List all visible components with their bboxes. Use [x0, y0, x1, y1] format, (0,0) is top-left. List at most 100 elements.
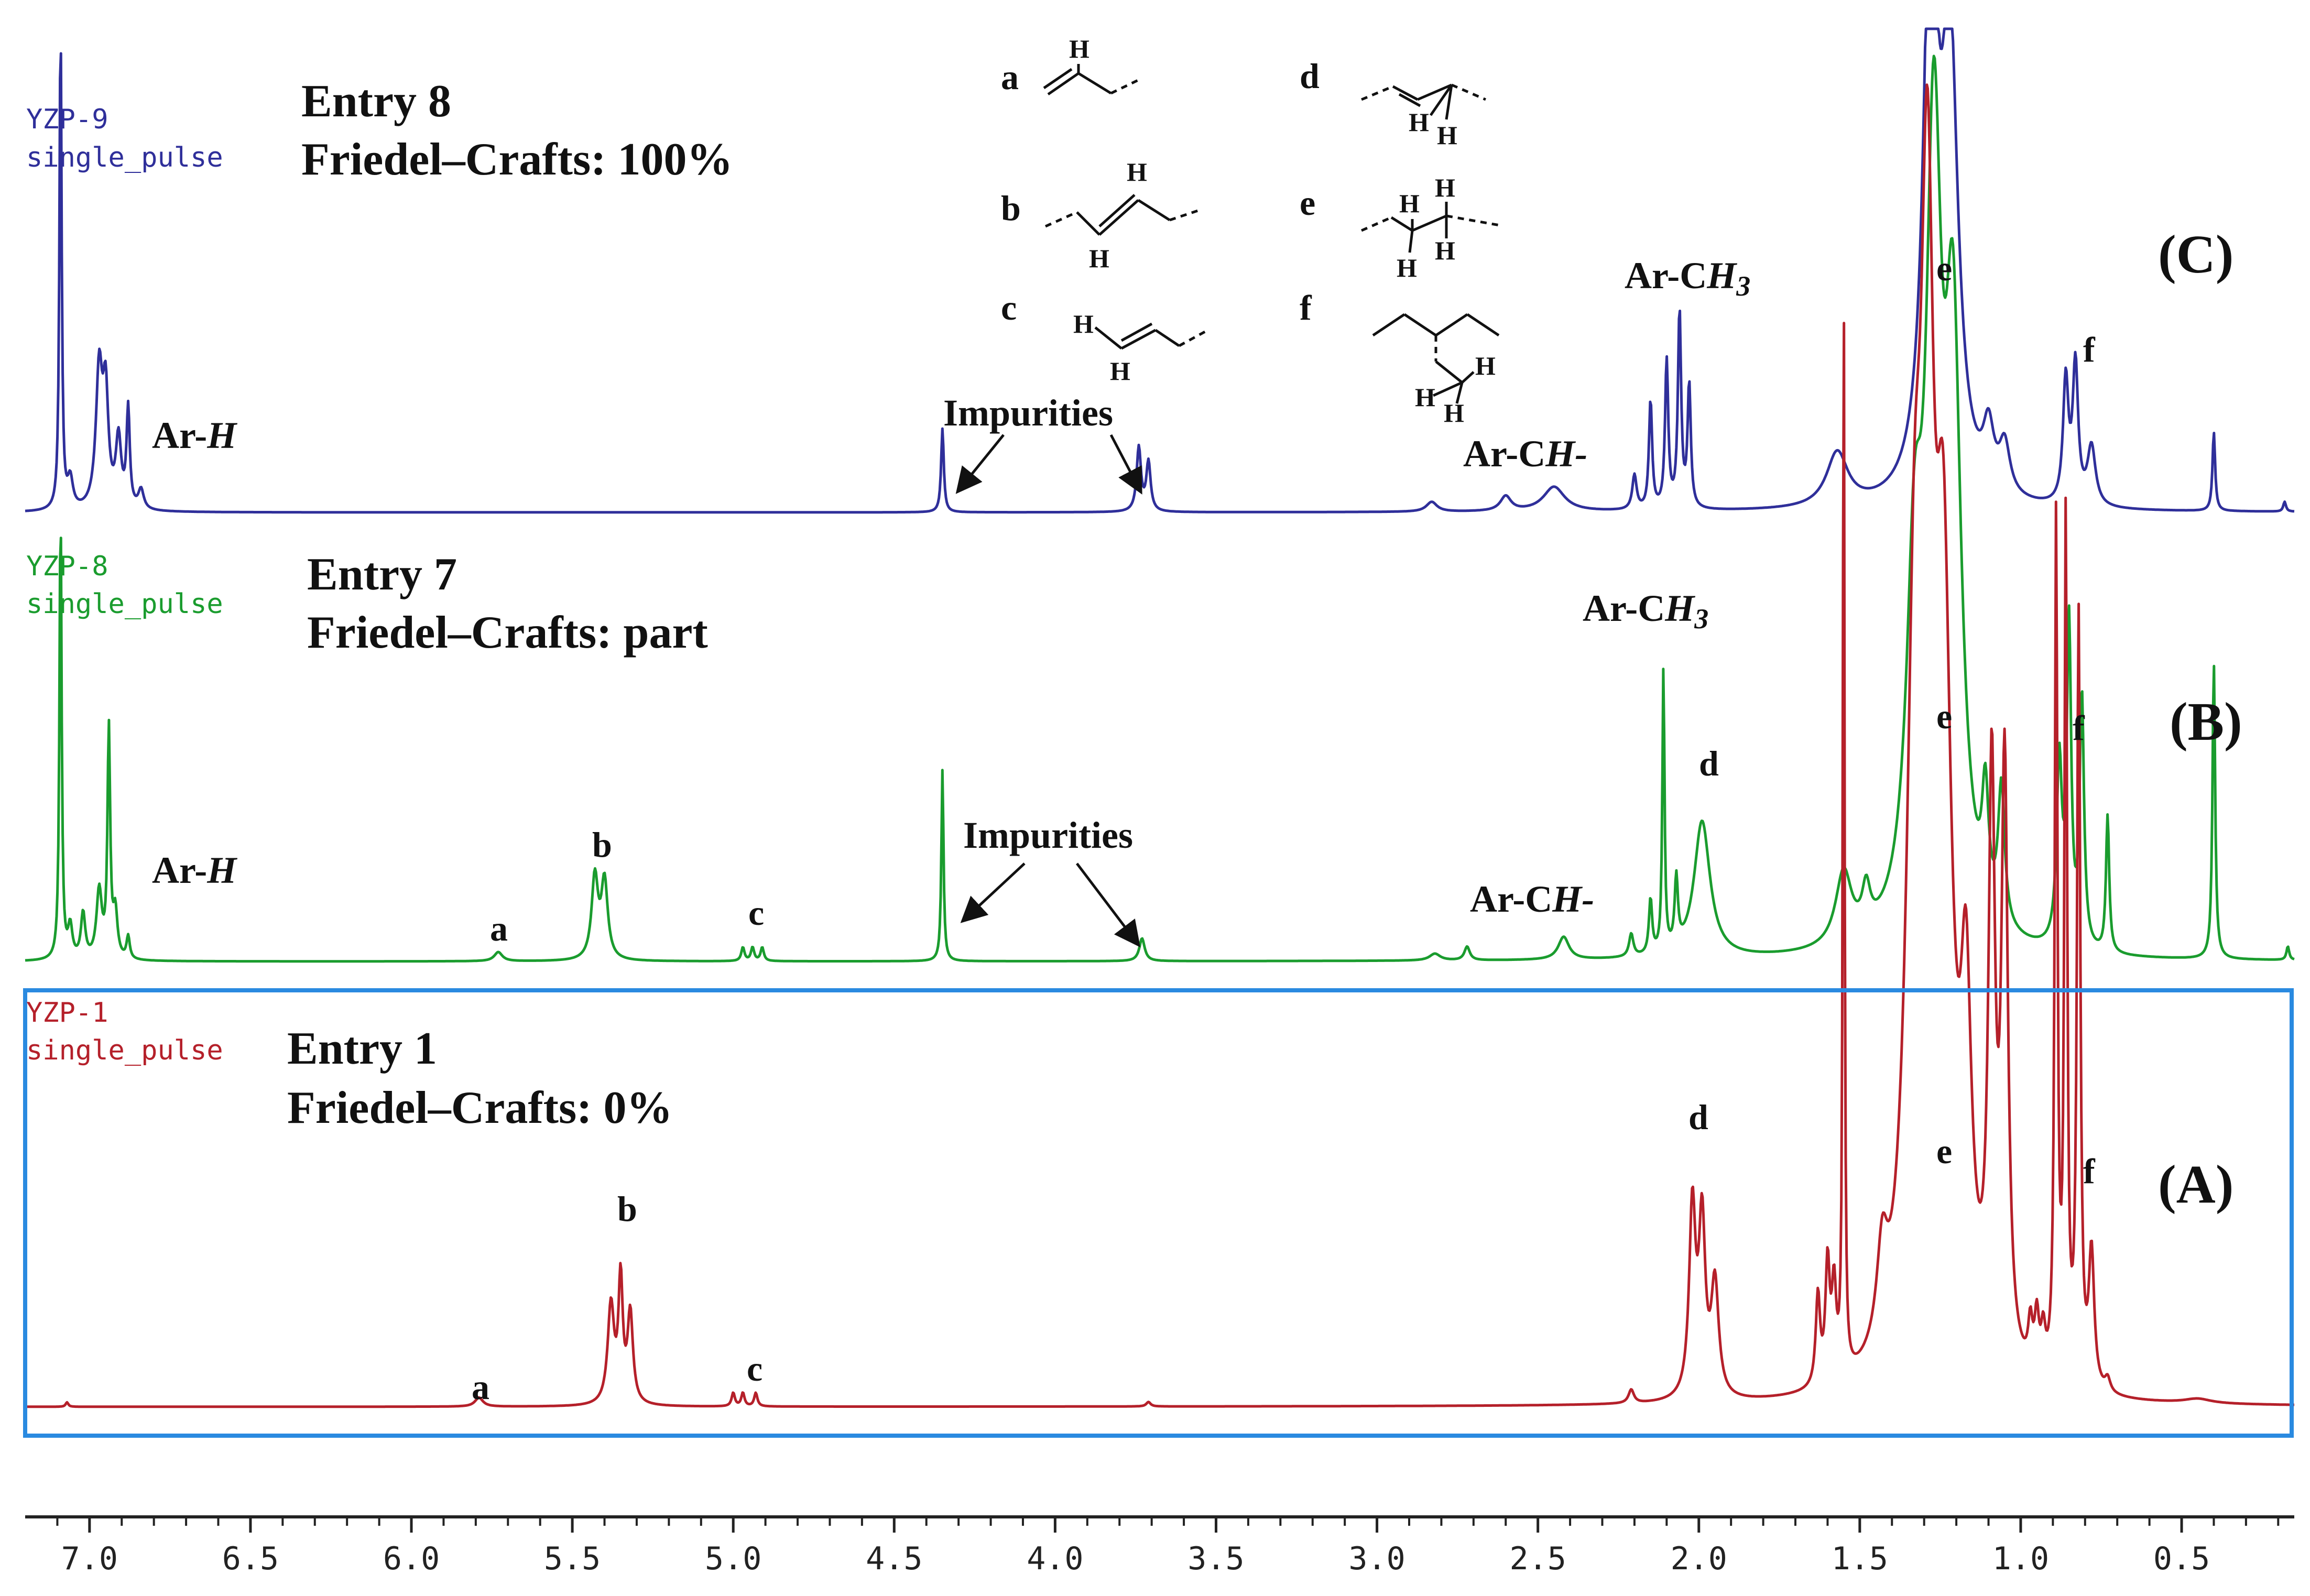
structure-e-h-1: H — [1399, 189, 1420, 218]
x-tick-label: 4.5 — [866, 1540, 922, 1577]
panel-label-c: (C) — [2158, 224, 2233, 285]
spectrum-traces — [25, 27, 2295, 1408]
spectrum-a-fc: Friedel–Crafts: 0% — [287, 1083, 673, 1133]
structure-b: b H H — [1001, 157, 1202, 273]
structure-e: e H H H H — [1300, 173, 1500, 282]
spectrum-c-fc: Friedel–Crafts: 100% — [301, 134, 733, 185]
x-tick-label: 6.5 — [222, 1540, 279, 1577]
x-tick-label: 2.5 — [1509, 1540, 1566, 1577]
annotation-ar-ch-b: Ar-CH- — [1470, 878, 1594, 920]
structure-a: a H — [1001, 34, 1142, 97]
peak-label-c-a: c — [747, 1349, 762, 1389]
spectrum-a-highlight-box — [23, 988, 2294, 1438]
structure-a-bond — [1043, 68, 1073, 90]
panel-label-a: (A) — [2158, 1154, 2233, 1215]
structure-legend: a H b H H c H H — [1001, 34, 1500, 428]
structure-d-bond — [1429, 84, 1453, 116]
x-tick-label: 2.0 — [1671, 1540, 1727, 1577]
spectrum-b-subtitle: single_pulse — [26, 588, 223, 620]
annotation-ar-h-b: Ar-H — [152, 849, 237, 891]
spectrum-c-name: YZP-9 — [26, 104, 108, 135]
structure-e-bond — [1360, 216, 1392, 232]
structure-c-bond — [1178, 329, 1209, 347]
structure-d-bond — [1451, 83, 1486, 101]
structure-f-bond — [1432, 381, 1463, 397]
peak-label-c-b: c — [748, 893, 764, 933]
peak-label-e-a: e — [1936, 1131, 1952, 1171]
structure-f-h-1: H — [1475, 351, 1496, 380]
structure-a-bond — [1047, 72, 1080, 96]
impurity-arrow-b-2 — [1076, 862, 1141, 947]
x-tick-label: 3.0 — [1348, 1540, 1405, 1577]
spectrum-c-trace — [25, 27, 2295, 514]
structure-e-bond — [1390, 216, 1413, 232]
structure-d-h-1: H — [1409, 107, 1429, 137]
structure-c-bond — [1094, 326, 1123, 349]
structure-c-bond — [1120, 322, 1153, 342]
structure-e-h-2: H — [1435, 173, 1455, 202]
x-tick-label: 5.0 — [705, 1540, 761, 1577]
structure-c-h-left: H — [1073, 309, 1094, 338]
peak-label-b-a: b — [617, 1189, 637, 1229]
x-tick-label: 5.5 — [544, 1540, 601, 1577]
annotation-ar-ch3-c: Ar-CH3 — [1625, 255, 1750, 302]
annotation-impurities-c: Impurities — [943, 392, 1113, 434]
structure-f-bond — [1372, 313, 1405, 337]
structure-e-letter: e — [1300, 183, 1315, 223]
structure-b-bond — [1137, 199, 1171, 222]
annotation-ar-h-c: Ar-H — [152, 414, 237, 456]
spectrum-c-entry: Entry 8 — [301, 76, 451, 127]
spectrum-a-name: YZP-1 — [26, 997, 108, 1029]
structure-c-bond — [1120, 329, 1157, 350]
spectrum-b-fc: Friedel–Crafts: part — [307, 607, 708, 658]
structure-f-bond — [1461, 371, 1475, 384]
structure-f-bond — [1435, 360, 1463, 384]
structure-a-h: H — [1069, 34, 1089, 63]
impurity-arrow-c-2 — [1109, 434, 1142, 495]
x-tick-label: 4.0 — [1027, 1540, 1083, 1577]
impurity-arrow-b-1 — [960, 862, 1026, 923]
structure-f-h-3: H — [1444, 398, 1464, 428]
structure-f: f H H H — [1300, 288, 1500, 428]
x-tick-label: 1.5 — [1832, 1540, 1888, 1577]
panel-label-b: (B) — [2170, 692, 2242, 752]
structure-d-bond — [1398, 93, 1421, 107]
structure-e-bond — [1446, 214, 1500, 227]
structure-a-letter: a — [1001, 57, 1019, 97]
spectrum-a-trace — [25, 83, 2295, 1408]
structure-d-h-2: H — [1437, 121, 1457, 150]
structure-f-bond — [1455, 382, 1464, 404]
structure-b-bond — [1098, 194, 1136, 227]
structure-b-h-top: H — [1127, 157, 1147, 187]
structure-b-bond — [1076, 211, 1100, 236]
structure-b-bond — [1098, 199, 1139, 236]
annotation-impurities-b: Impurities — [963, 814, 1133, 856]
spectrum-b-name: YZP-8 — [26, 551, 108, 582]
structure-c-letter: c — [1001, 288, 1017, 327]
structure-f-letter: f — [1300, 288, 1312, 327]
structure-a-bond — [1077, 72, 1112, 95]
peak-label-a-b: a — [490, 909, 508, 948]
peak-label-e-c: e — [1936, 248, 1952, 288]
spectrum-a-subtitle: single_pulse — [26, 1035, 223, 1066]
structure-e-bond — [1412, 214, 1447, 232]
structure-c: c H H — [1001, 288, 1209, 386]
structure-e-bond — [1408, 230, 1414, 253]
structure-f-bond — [1466, 313, 1500, 337]
structure-d-bond — [1445, 84, 1453, 120]
peak-label-d-a: d — [1688, 1097, 1708, 1137]
annotation-ar-ch3-b: Ar-CH3 — [1583, 587, 1708, 635]
peak-label-b-b: b — [592, 825, 612, 865]
peak-label-a-a: a — [472, 1367, 489, 1407]
spectrum-b-entry: Entry 7 — [307, 549, 457, 600]
x-tick-label: 6.0 — [383, 1540, 440, 1577]
structure-d-bond — [1417, 83, 1452, 101]
x-axis: 7.0 6.5 6.0 5.5 5.0 4.5 4.0 3.5 3.0 2.5 2.0 1.5 1.0 0… — [25, 1515, 2294, 1577]
structure-b-bond — [1044, 211, 1078, 228]
structure-e-h-3: H — [1397, 253, 1417, 282]
peak-label-f-c: f — [2083, 330, 2096, 369]
peak-label-f-b: f — [2073, 708, 2085, 748]
peak-label-e-b: e — [1936, 696, 1952, 736]
structure-d-letter: d — [1300, 56, 1320, 96]
